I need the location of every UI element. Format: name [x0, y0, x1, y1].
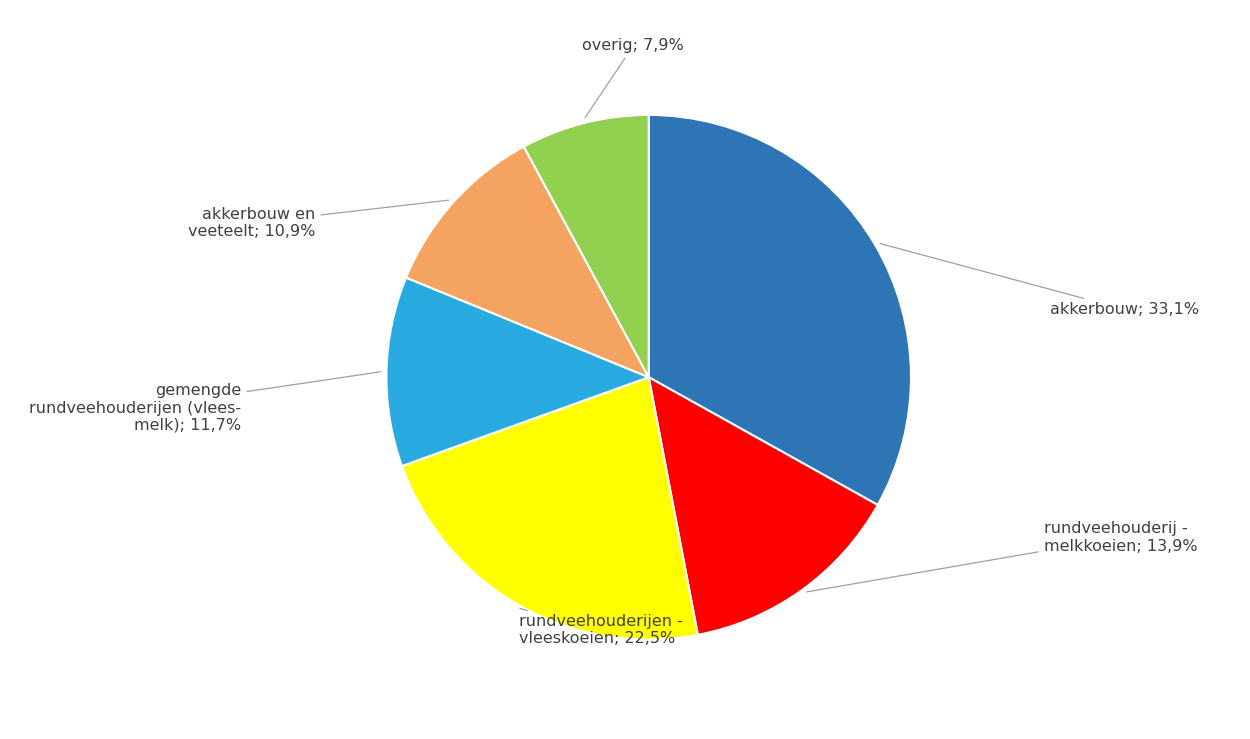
Text: akkerbouw en
veeteelt; 10,9%: akkerbouw en veeteelt; 10,9% — [188, 200, 449, 239]
Text: rundveehouderijen -
vleeskoeien; 22,5%: rundveehouderijen - vleeskoeien; 22,5% — [519, 608, 683, 647]
Wedge shape — [649, 377, 877, 635]
Text: akkerbouw; 33,1%: akkerbouw; 33,1% — [880, 244, 1199, 317]
Wedge shape — [524, 115, 649, 377]
Wedge shape — [386, 278, 649, 466]
Wedge shape — [402, 377, 698, 639]
Text: overig; 7,9%: overig; 7,9% — [582, 38, 684, 118]
Wedge shape — [649, 115, 911, 505]
Text: rundveehouderij -
melkkoeien; 13,9%: rundveehouderij - melkkoeien; 13,9% — [806, 522, 1198, 592]
Text: gemengde
rundveehouderijen (vlees-
melk); 11,7%: gemengde rundveehouderijen (vlees- melk)… — [29, 372, 381, 433]
Wedge shape — [406, 146, 649, 377]
